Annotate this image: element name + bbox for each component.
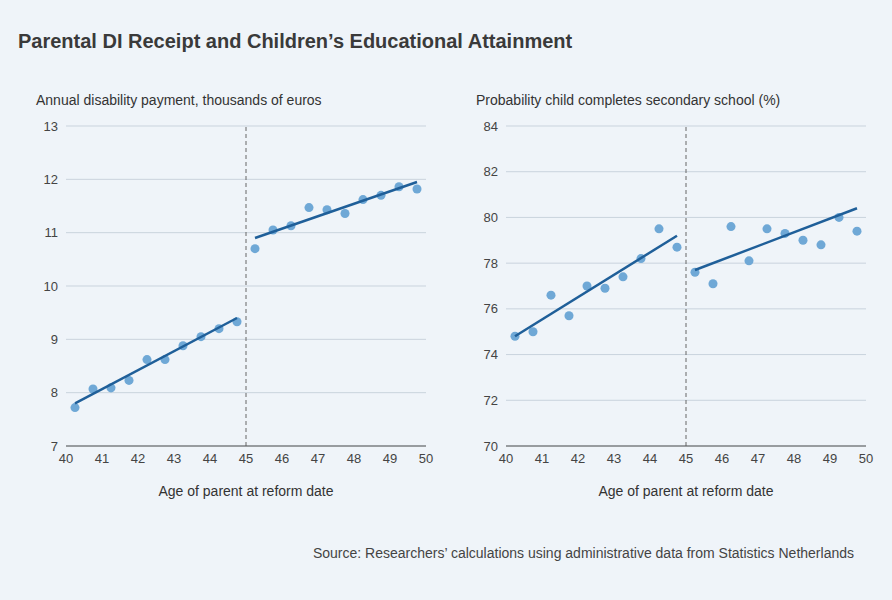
- svg-text:42: 42: [571, 451, 585, 466]
- svg-text:46: 46: [715, 451, 729, 466]
- svg-text:41: 41: [535, 451, 549, 466]
- svg-text:49: 49: [383, 451, 397, 466]
- svg-text:40: 40: [499, 451, 513, 466]
- html-text:Source: Researchers’ calculati: Source: Researchers’ calculations using …: [312, 545, 854, 561]
- svg-text:48: 48: [347, 451, 361, 466]
- svg-text:Age of parent at reform date: Age of parent at reform date: [158, 483, 333, 499]
- svg-text:80: 80: [484, 210, 498, 225]
- svg-text:44: 44: [203, 451, 217, 466]
- svg-text:13: 13: [44, 119, 58, 134]
- svg-text:Age of parent at reform date: Age of parent at reform date: [598, 483, 773, 499]
- svg-text:48: 48: [787, 451, 801, 466]
- svg-text:45: 45: [239, 451, 253, 466]
- svg-text:50: 50: [419, 451, 433, 466]
- svg-text:49: 49: [823, 451, 837, 466]
- svg-text:72: 72: [484, 393, 498, 408]
- svg-text:50: 50: [859, 451, 873, 466]
- svg-text:43: 43: [167, 451, 181, 466]
- svg-text:9: 9: [51, 332, 58, 347]
- svg-text:40: 40: [59, 451, 73, 466]
- svg-text:78: 78: [484, 256, 498, 271]
- svg-text:42: 42: [131, 451, 145, 466]
- html-text:Probability child completes se: Probability child completes secondary sc…: [476, 92, 781, 108]
- html-text:Annual disability payment, tho: Annual disability payment, thousands of …: [36, 92, 322, 108]
- svg-text:74: 74: [484, 347, 498, 362]
- html-text:Parental DI Receipt and Childr: Parental DI Receipt and Children’s Educa…: [18, 30, 573, 52]
- svg-text:84: 84: [484, 119, 498, 134]
- svg-text:44: 44: [643, 451, 657, 466]
- svg-text:7: 7: [51, 439, 58, 454]
- svg-text:70: 70: [484, 439, 498, 454]
- svg-text:41: 41: [95, 451, 109, 466]
- svg-text:76: 76: [484, 301, 498, 316]
- svg-text:12: 12: [44, 172, 58, 187]
- svg-text:82: 82: [484, 164, 498, 179]
- svg-text:43: 43: [607, 451, 621, 466]
- svg-text:47: 47: [311, 451, 325, 466]
- svg-text:47: 47: [751, 451, 765, 466]
- svg-text:45: 45: [679, 451, 693, 466]
- svg-text:10: 10: [44, 279, 58, 294]
- svg-text:11: 11: [45, 225, 59, 240]
- svg-text:8: 8: [51, 385, 58, 400]
- svg-text:46: 46: [275, 451, 289, 466]
